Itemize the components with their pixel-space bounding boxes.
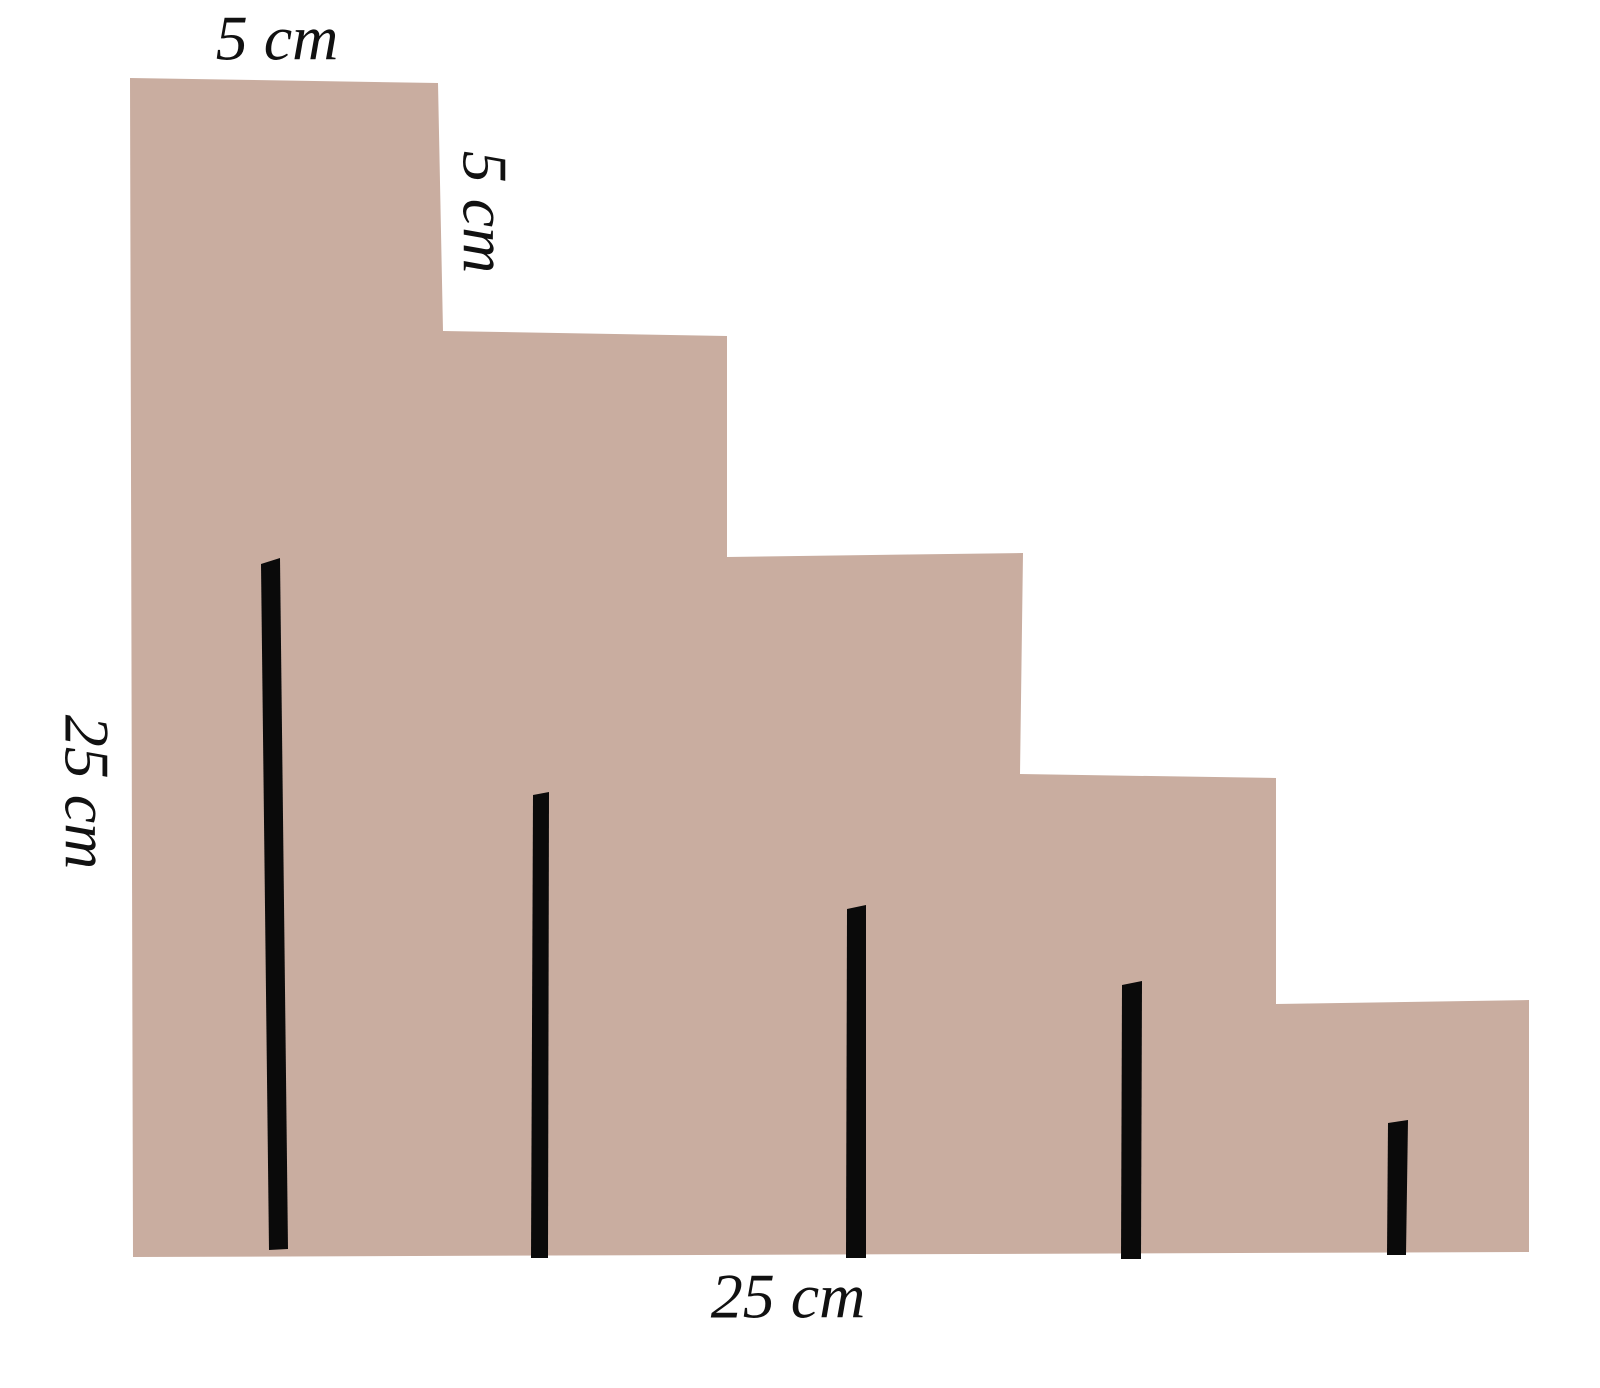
bar: [1121, 981, 1142, 1259]
bar: [531, 792, 549, 1258]
step-height-label: 5 cm: [449, 151, 520, 274]
bar: [1387, 1120, 1408, 1255]
bar: [846, 905, 866, 1258]
bars: [261, 558, 1408, 1259]
bar: [261, 558, 288, 1250]
total-height-label: 25 cm: [51, 715, 122, 870]
total-width-label: 25 cm: [711, 1261, 866, 1332]
staircase-shape: [130, 78, 1529, 1257]
top-width-label: 5 cm: [216, 3, 339, 74]
